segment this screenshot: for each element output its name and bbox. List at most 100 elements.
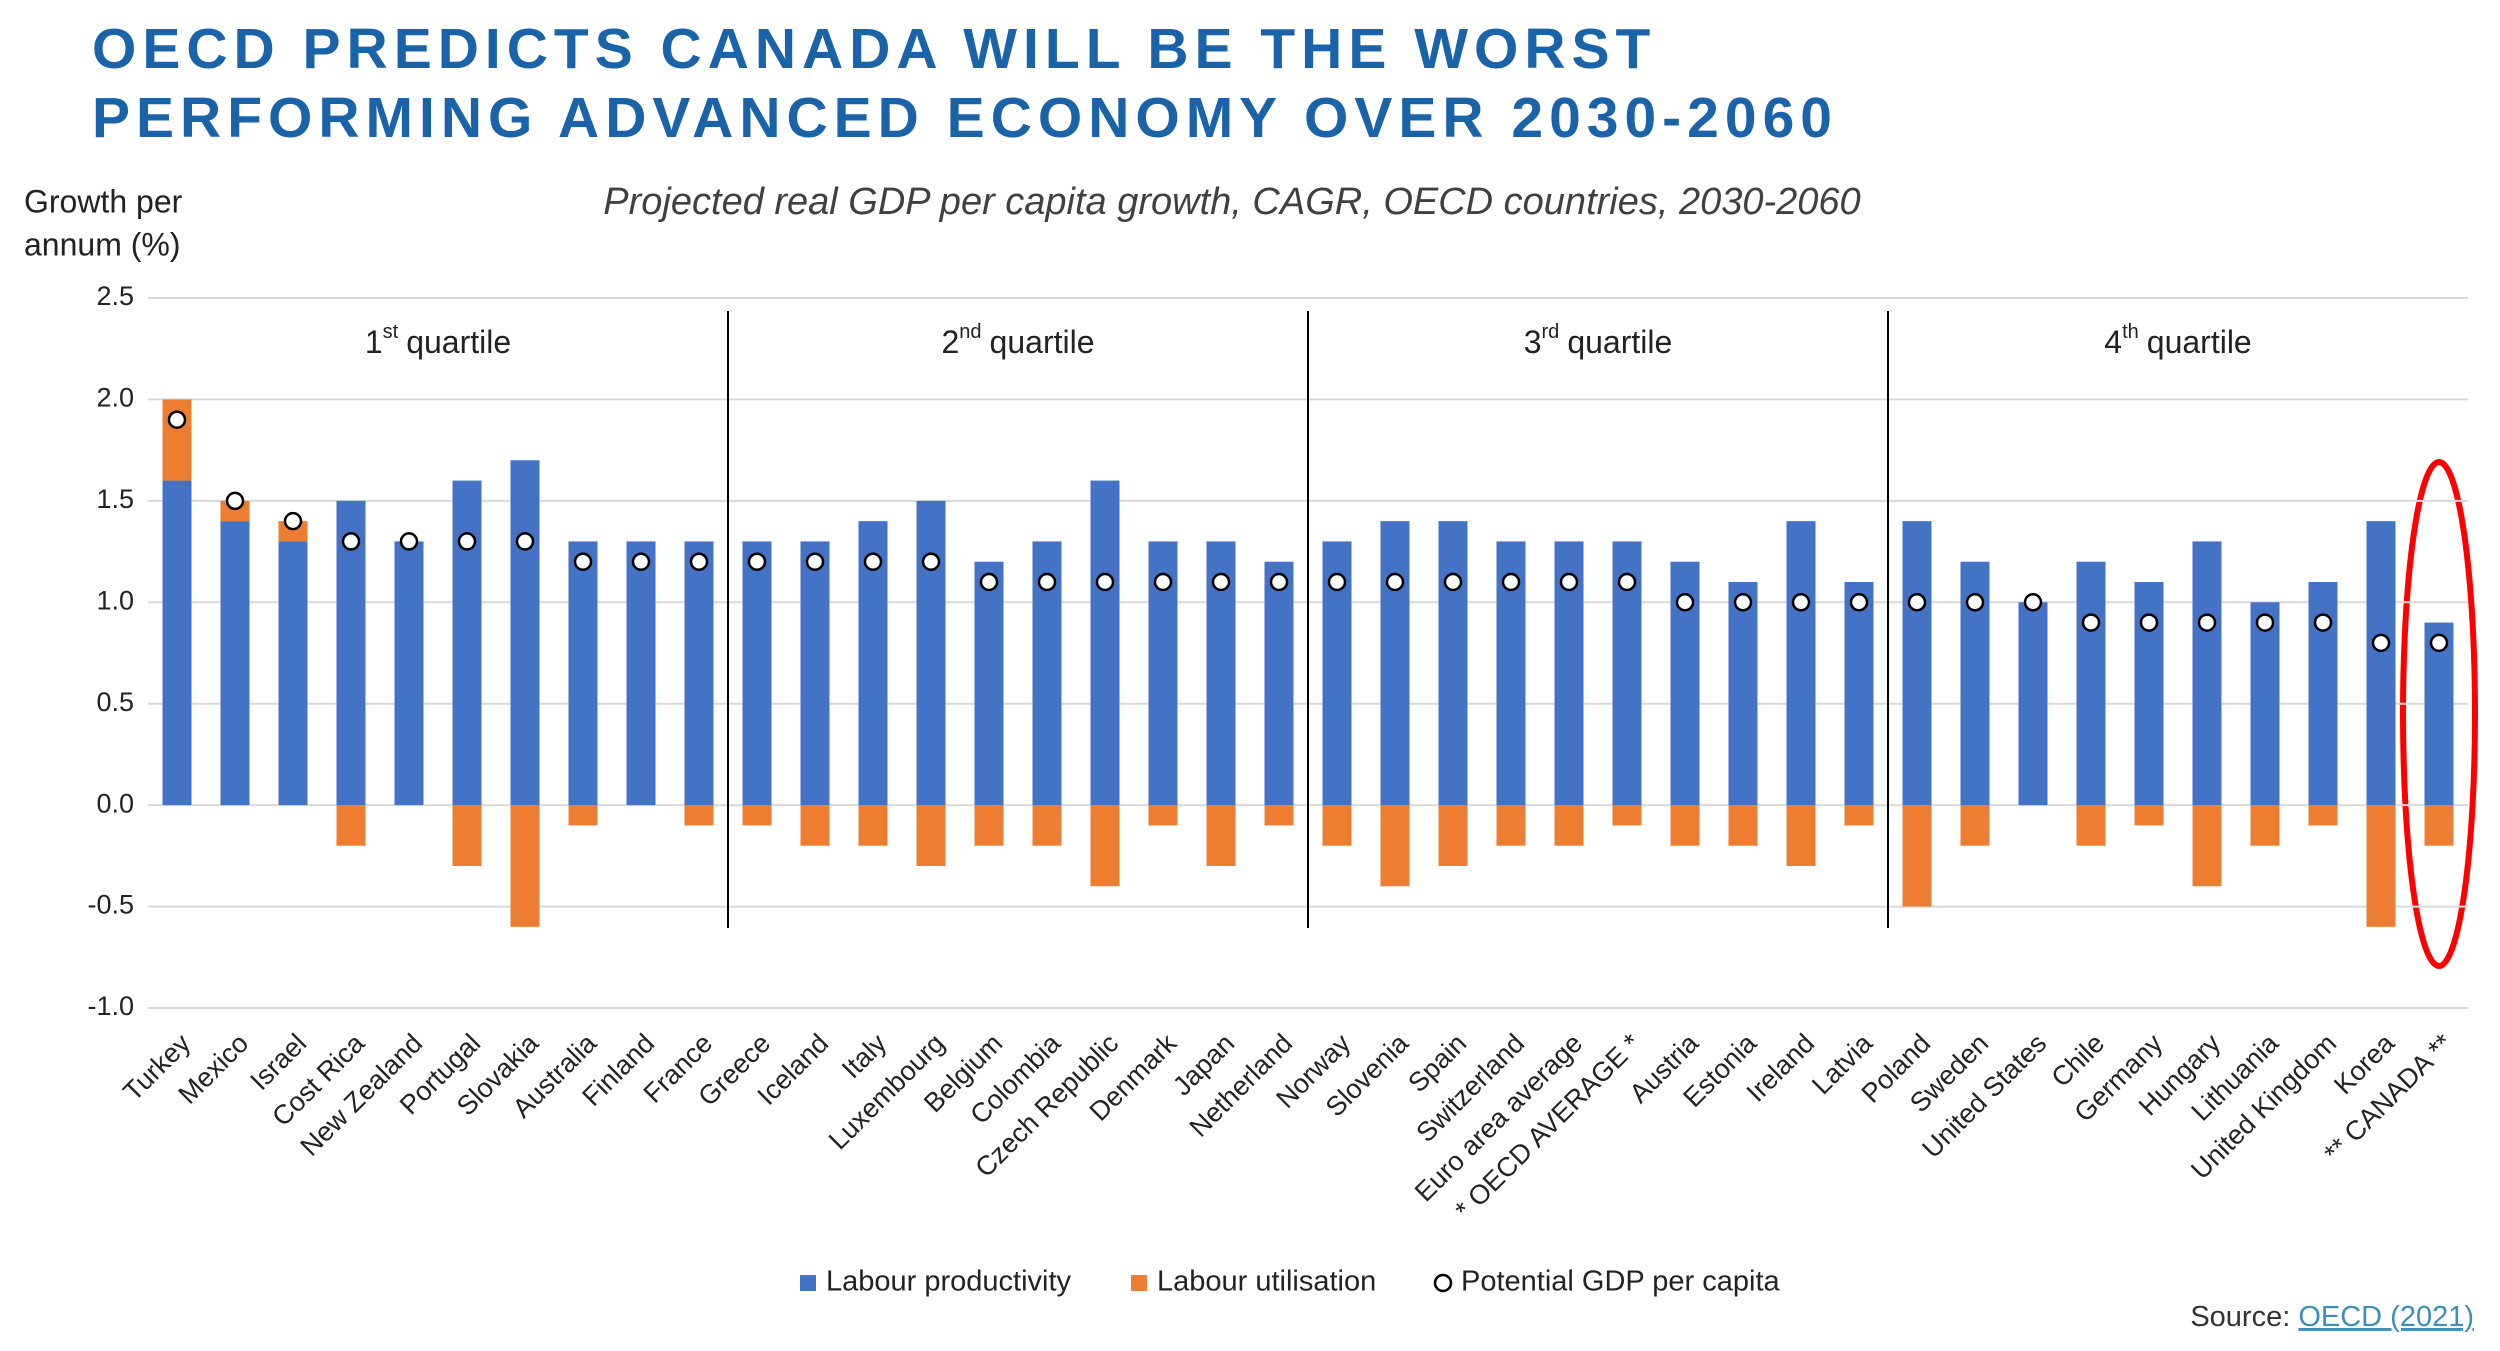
bar [1496, 805, 1526, 846]
marker [1733, 593, 1753, 612]
marker [2313, 613, 2333, 632]
legend-label: Labour utilisation [1157, 1266, 1376, 1298]
marker [689, 552, 709, 571]
marker [1095, 572, 1115, 592]
marker [2429, 633, 2449, 653]
quartile-suffix: th [2122, 321, 2139, 343]
bar [2424, 622, 2454, 806]
bar [2250, 602, 2280, 806]
legend-label: Labour productivity [826, 1266, 1072, 1298]
marker [167, 410, 187, 429]
marker [805, 552, 825, 571]
bar [510, 805, 540, 927]
bar [568, 541, 598, 806]
marker [1501, 572, 1521, 592]
marker [921, 552, 941, 571]
bar [2076, 805, 2106, 846]
marker [1153, 572, 1173, 592]
bar [1844, 582, 1874, 806]
bar [800, 541, 830, 806]
bar [1090, 480, 1120, 806]
legend-marker [1433, 1273, 1453, 1293]
bar [1438, 805, 1468, 866]
bar [1380, 521, 1410, 806]
quartile-text: quartile [406, 324, 511, 360]
bar [452, 480, 482, 806]
quartile-text: quartile [1567, 324, 1672, 360]
bar [2018, 602, 2048, 806]
marker [2197, 613, 2217, 632]
bar [1960, 805, 1990, 846]
quartile-label: 2nd quartile [942, 321, 1095, 360]
bar [2192, 805, 2222, 887]
legend-swatch [1131, 1275, 1147, 1291]
chart-subtitle: Projected real GDP per capita growth, CA… [603, 181, 1860, 223]
bar [1786, 521, 1816, 806]
marker [1791, 593, 1811, 612]
quartile-number: 3 [1524, 324, 1542, 360]
bar [800, 805, 830, 846]
marker [399, 532, 419, 551]
bar [1612, 805, 1642, 826]
y-axis-label: Growth per [24, 183, 183, 219]
y-tick-label: 1.5 [96, 484, 134, 514]
y-tick-label: 0.0 [96, 788, 134, 818]
bar [1438, 521, 1468, 806]
bar [916, 805, 946, 866]
bar [1264, 805, 1294, 826]
marker [1443, 572, 1463, 592]
bar [278, 541, 308, 806]
source-prefix: Source: [2190, 1301, 2290, 1333]
quartile-suffix: st [383, 321, 399, 343]
bar [2192, 541, 2222, 806]
source: Source: OECD (2021) [2190, 1301, 2474, 1333]
quartile-text: quartile [2147, 324, 2252, 360]
highlight-ellipse [2400, 459, 2478, 969]
quartile-suffix: rd [1542, 321, 1560, 343]
bar [1206, 805, 1236, 866]
quartile-label: 3rd quartile [1524, 321, 1673, 360]
bar [1844, 805, 1874, 826]
marker [2255, 613, 2275, 632]
quartile-label: 1st quartile [365, 321, 511, 360]
quartile-number: 4 [2104, 324, 2122, 360]
bar [1728, 582, 1758, 806]
bar [394, 541, 424, 806]
marker [2139, 613, 2159, 632]
bar [1902, 521, 1932, 806]
bar [742, 805, 772, 826]
marker [1849, 593, 1869, 612]
marker [1907, 593, 1927, 612]
bar [974, 561, 1004, 806]
bar [974, 805, 1004, 846]
bar [1090, 805, 1120, 887]
source-link[interactable]: OECD (2021) [2298, 1301, 2474, 1333]
legend-label: Potential GDP per capita [1461, 1266, 1781, 1298]
quartile-text: quartile [990, 324, 1095, 360]
quartile-number: 2 [942, 324, 960, 360]
bar [220, 521, 250, 806]
marker [1037, 572, 1057, 592]
bar [1902, 805, 1932, 907]
chart-title: OECD PREDICTS CANADA WILL BE THE WORST [92, 17, 1656, 81]
marker [631, 552, 651, 571]
bar [684, 541, 714, 806]
bar [1728, 805, 1758, 846]
bar [2076, 561, 2106, 806]
bar [568, 805, 598, 826]
marker [979, 572, 999, 592]
y-tick-label: 1.0 [96, 585, 134, 615]
marker [2023, 593, 2043, 612]
bar [1786, 805, 1816, 866]
marker [1965, 593, 1985, 612]
marker [1211, 572, 1231, 592]
bar [1380, 805, 1410, 887]
marker [341, 532, 361, 551]
bar [336, 500, 366, 806]
bar [1264, 561, 1294, 806]
marker [457, 532, 477, 551]
bar [1148, 805, 1178, 826]
marker [863, 552, 883, 571]
marker [1675, 593, 1695, 612]
